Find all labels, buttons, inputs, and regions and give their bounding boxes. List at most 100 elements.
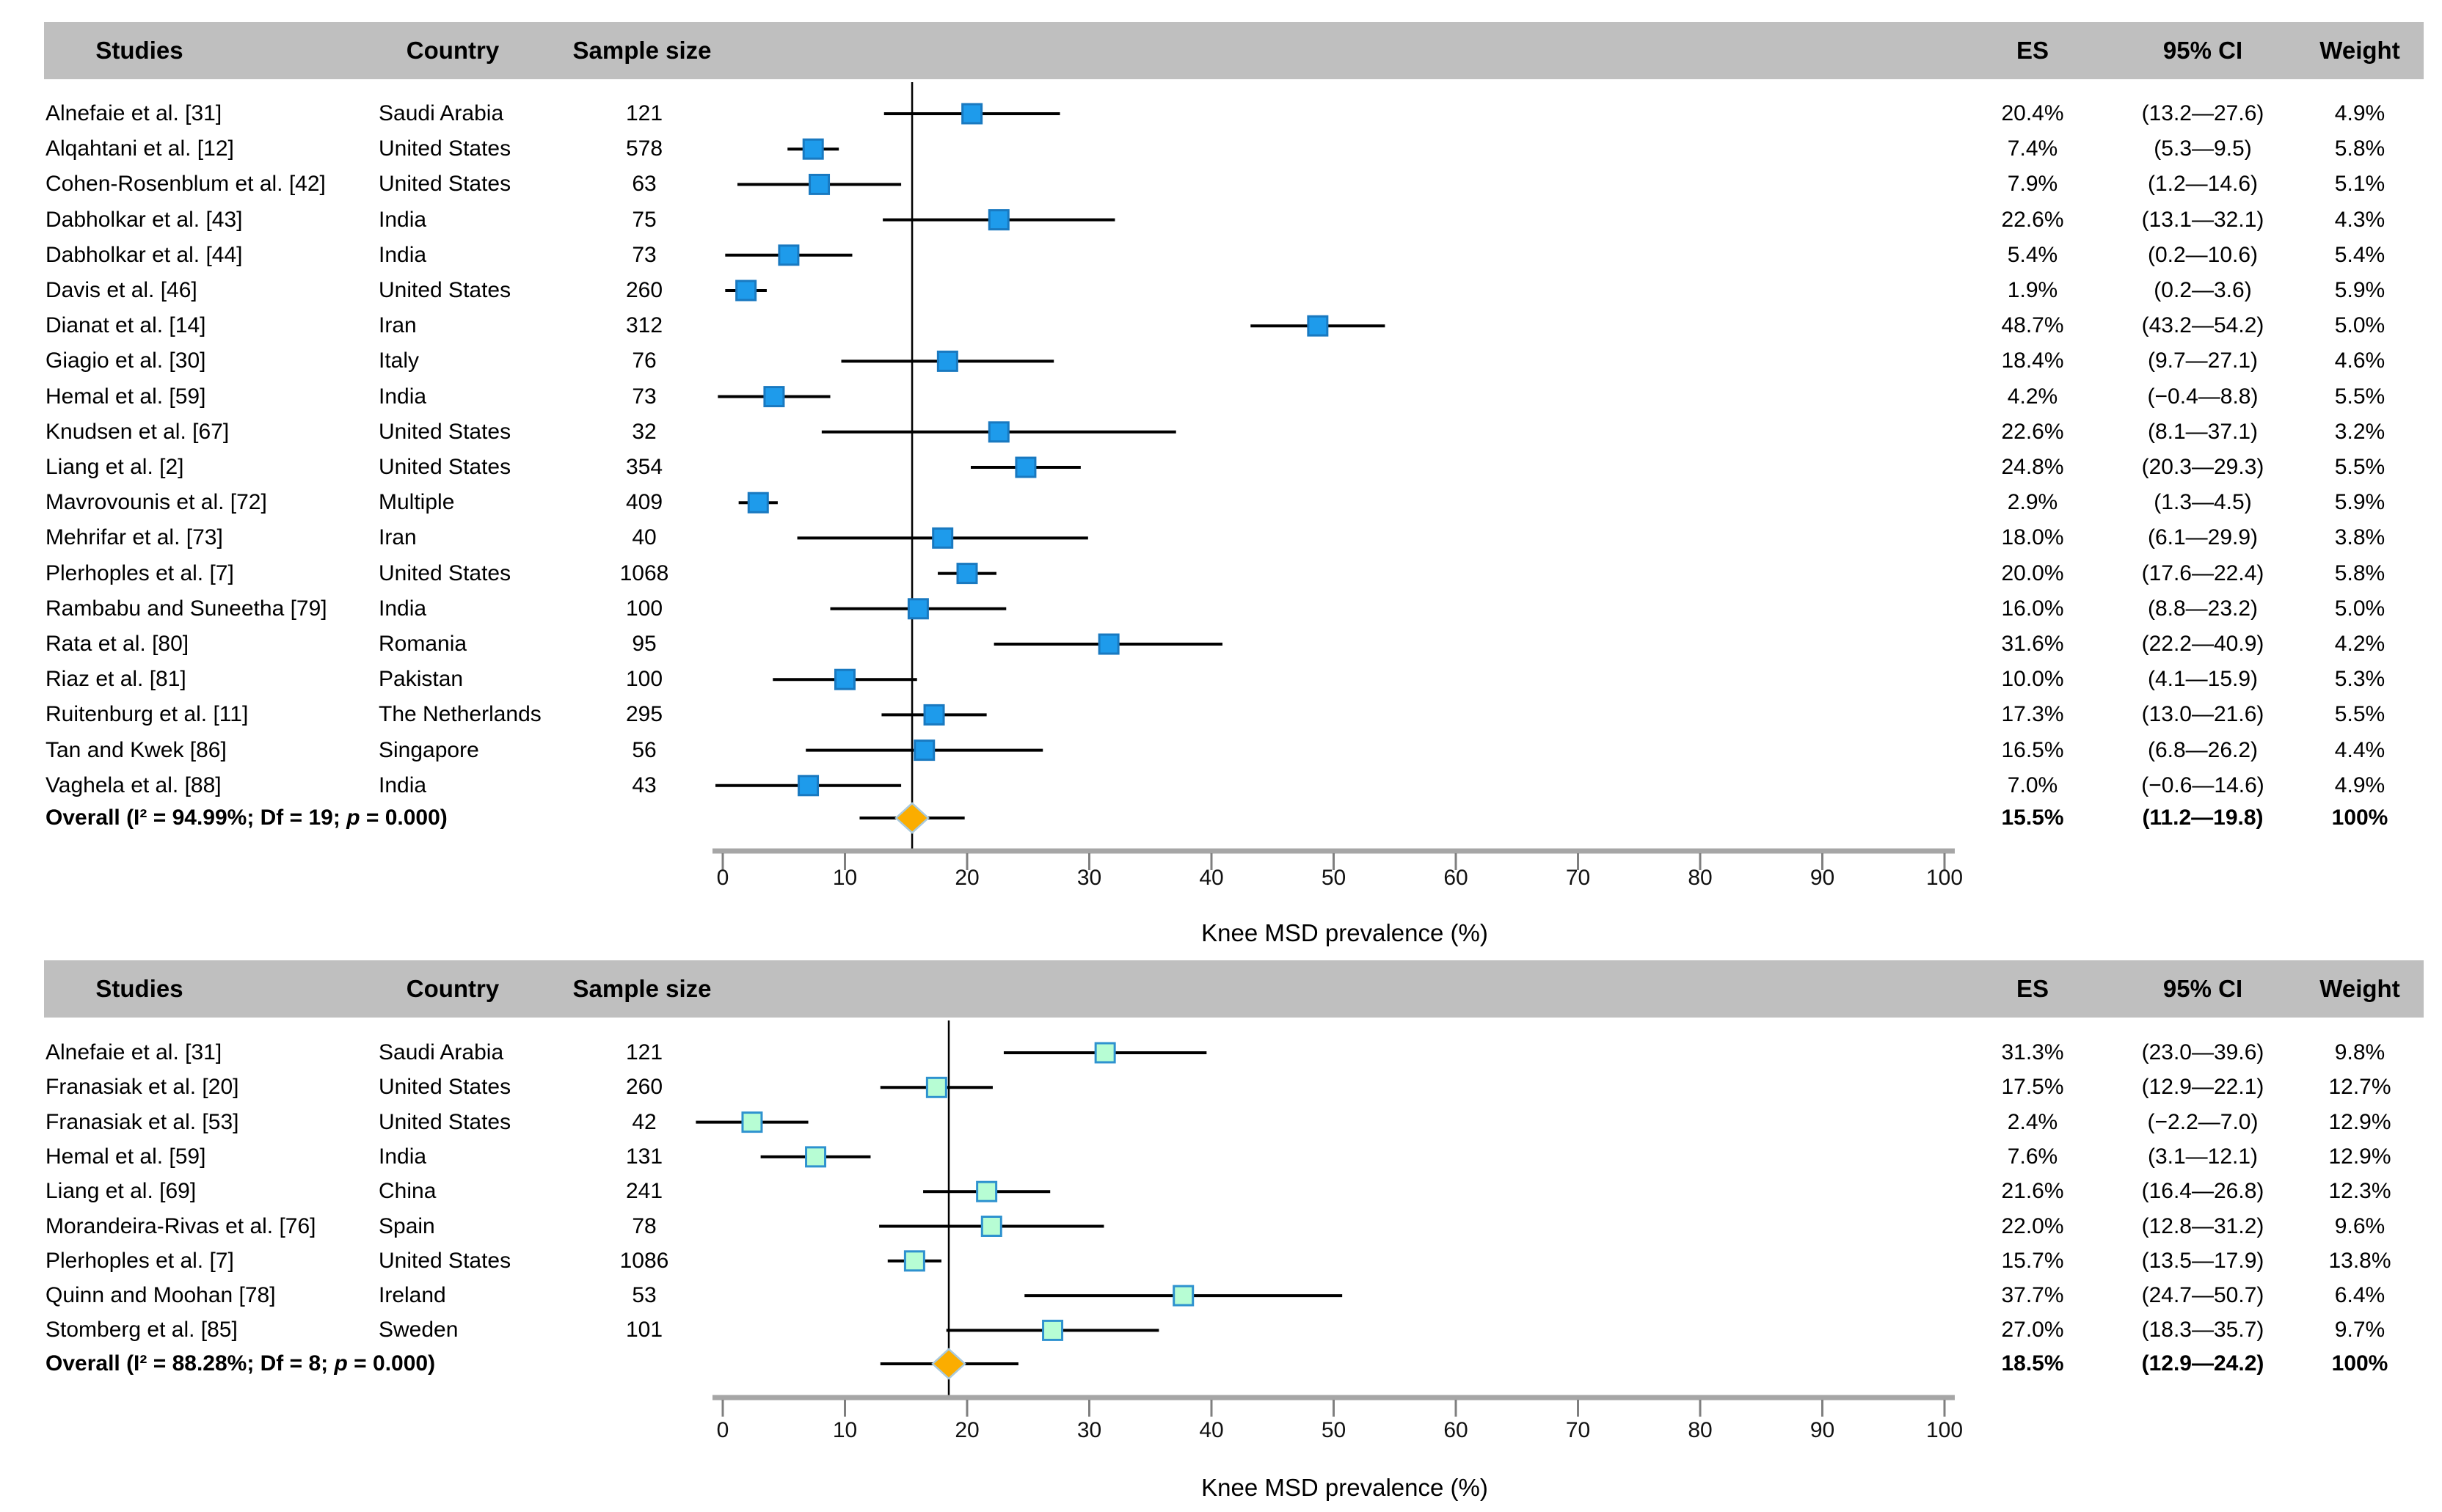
weight-value: 4.9%: [2334, 773, 2385, 797]
study-label: Plerhoples et al. [7]: [45, 560, 234, 585]
ci-value: (8.8—23.2): [2147, 596, 2259, 621]
overall-label-prefix: Overall (I² = 94.99%; Df = 19;: [45, 806, 347, 830]
x-axis-title: Knee MSD prevalence (%): [1201, 919, 1488, 946]
study-label: Dabholkar et al. [44]: [45, 242, 243, 267]
country-label: India: [379, 773, 427, 797]
study-label: Rambabu and Suneetha [79]: [45, 596, 327, 621]
column-header-country: Country: [406, 37, 500, 64]
country-label: United States: [379, 1075, 511, 1100]
sample-size-value: 131: [625, 1144, 663, 1169]
ci-value: (23.0—39.6): [2141, 1040, 2264, 1064]
x-axis-tick-label: 50: [1321, 1418, 1346, 1442]
ci-value: (−0.6—14.6): [2141, 773, 2264, 797]
overall-label-suffix: = 0.000): [347, 1351, 436, 1376]
overall-ci-value: (12.9—24.2): [2141, 1351, 2264, 1376]
ci-value: (0.2—3.6): [2154, 278, 2252, 302]
study-label: Hemal et al. [59]: [45, 1144, 206, 1169]
sample-size-value: 100: [625, 667, 663, 692]
country-label: Pakistan: [379, 667, 464, 692]
es-value: 21.6%: [2001, 1179, 2064, 1204]
ci-value: (24.7—50.7): [2141, 1283, 2264, 1308]
ci-value: (−0.4—8.8): [2147, 384, 2259, 409]
weight-value: 4.4%: [2334, 737, 2385, 762]
ci-value: (4.1—15.9): [2147, 667, 2259, 692]
sample-size-value: 78: [632, 1213, 657, 1238]
x-axis-tick-label: 60: [1443, 866, 1468, 890]
country-label: Ireland: [379, 1283, 446, 1308]
study-label: Liang et al. [69]: [45, 1179, 197, 1204]
sample-size-value: 354: [625, 455, 663, 479]
country-label: India: [379, 207, 427, 232]
ci-value: (16.4—26.8): [2141, 1179, 2264, 1204]
ci-value: (18.3—35.7): [2141, 1318, 2264, 1343]
sample-size-value: 75: [632, 207, 657, 232]
ci-value: (1.2—14.6): [2147, 172, 2259, 197]
es-value: 1.9%: [2007, 278, 2058, 302]
sample-size-value: 42: [632, 1109, 657, 1134]
overall-label-suffix: = 0.000): [360, 806, 448, 830]
sample-size-value: 409: [625, 490, 663, 515]
ci-value: (6.8—26.2): [2147, 737, 2259, 762]
weight-value: 12.7%: [2328, 1075, 2391, 1100]
sample-size-value: 63: [632, 172, 657, 197]
study-label: Quinn and Moohan [78]: [45, 1283, 276, 1308]
es-value: 24.8%: [2001, 455, 2064, 479]
sample-size-value: 100: [625, 596, 663, 621]
ci-value: (12.9—22.1): [2141, 1075, 2264, 1100]
weight-value: 6.4%: [2334, 1283, 2385, 1308]
study-label: Morandeira-Rivas et al. [76]: [45, 1213, 316, 1238]
country-label: Sweden: [379, 1318, 459, 1343]
column-header-studies: Studies: [95, 37, 183, 64]
overall-label: Overall (I² = 94.99%; Df = 19; p = 0.000…: [45, 802, 448, 834]
column-header-studies: Studies: [95, 975, 183, 1002]
es-value: 31.3%: [2001, 1040, 2064, 1064]
x-axis-tick-label: 80: [1688, 866, 1713, 890]
country-label: China: [379, 1179, 437, 1204]
es-value: 2.4%: [2007, 1109, 2058, 1134]
sample-size-value: 260: [625, 1075, 663, 1100]
ci-value: (1.3—4.5): [2154, 490, 2252, 515]
es-value: 22.0%: [2001, 1213, 2064, 1238]
overall-es-value: 18.5%: [2001, 1351, 2064, 1376]
column-header-ci: 95% CI: [2162, 975, 2243, 1002]
study-label: Knudsen et al. [67]: [45, 419, 230, 444]
study-label: Mehrifar et al. [73]: [45, 525, 223, 550]
country-label: India: [379, 384, 427, 409]
x-axis-tick-label: 90: [1809, 866, 1835, 890]
sample-size-value: 73: [632, 384, 657, 409]
weight-value: 12.9%: [2328, 1144, 2391, 1169]
weight-value: 9.6%: [2334, 1213, 2385, 1238]
x-axis-tick-label: 0: [716, 1418, 729, 1442]
weight-value: 4.3%: [2334, 207, 2385, 232]
country-label: India: [379, 1144, 427, 1169]
overall-label: Overall (I² = 88.28%; Df = 8; p = 0.000): [45, 1348, 435, 1380]
country-label: Singapore: [379, 737, 479, 762]
sample-size-value: 73: [632, 242, 657, 267]
x-axis-tick-label: 10: [832, 866, 858, 890]
study-label: Stomberg et al. [85]: [45, 1318, 238, 1343]
es-value: 15.7%: [2001, 1248, 2064, 1273]
column-header-es: ES: [2016, 37, 2049, 64]
weight-value: 3.8%: [2334, 525, 2385, 550]
country-label: The Netherlands: [379, 702, 542, 727]
es-value: 7.4%: [2007, 136, 2058, 161]
weight-value: 12.3%: [2328, 1179, 2391, 1204]
es-value: 5.4%: [2007, 242, 2058, 267]
country-label: Spain: [379, 1213, 435, 1238]
weight-value: 5.9%: [2334, 278, 2385, 302]
weight-value: 5.8%: [2334, 560, 2385, 585]
country-label: India: [379, 242, 427, 267]
study-label: Cohen-Rosenblum et al. [42]: [45, 172, 326, 197]
sample-size-value: 121: [625, 1040, 663, 1064]
ci-value: (20.3—29.3): [2141, 455, 2264, 479]
country-label: Saudi Arabia: [379, 101, 504, 125]
weight-value: 9.8%: [2334, 1040, 2385, 1064]
study-label: Vaghela et al. [88]: [45, 773, 222, 797]
ci-value: (13.5—17.9): [2141, 1248, 2264, 1273]
column-header-weight: Weight: [2319, 975, 2400, 1002]
es-value: 7.6%: [2007, 1144, 2058, 1169]
es-value: 22.6%: [2001, 207, 2064, 232]
x-axis-tick-label: 10: [832, 1418, 858, 1442]
x-axis-tick-label: 100: [1925, 866, 1964, 890]
